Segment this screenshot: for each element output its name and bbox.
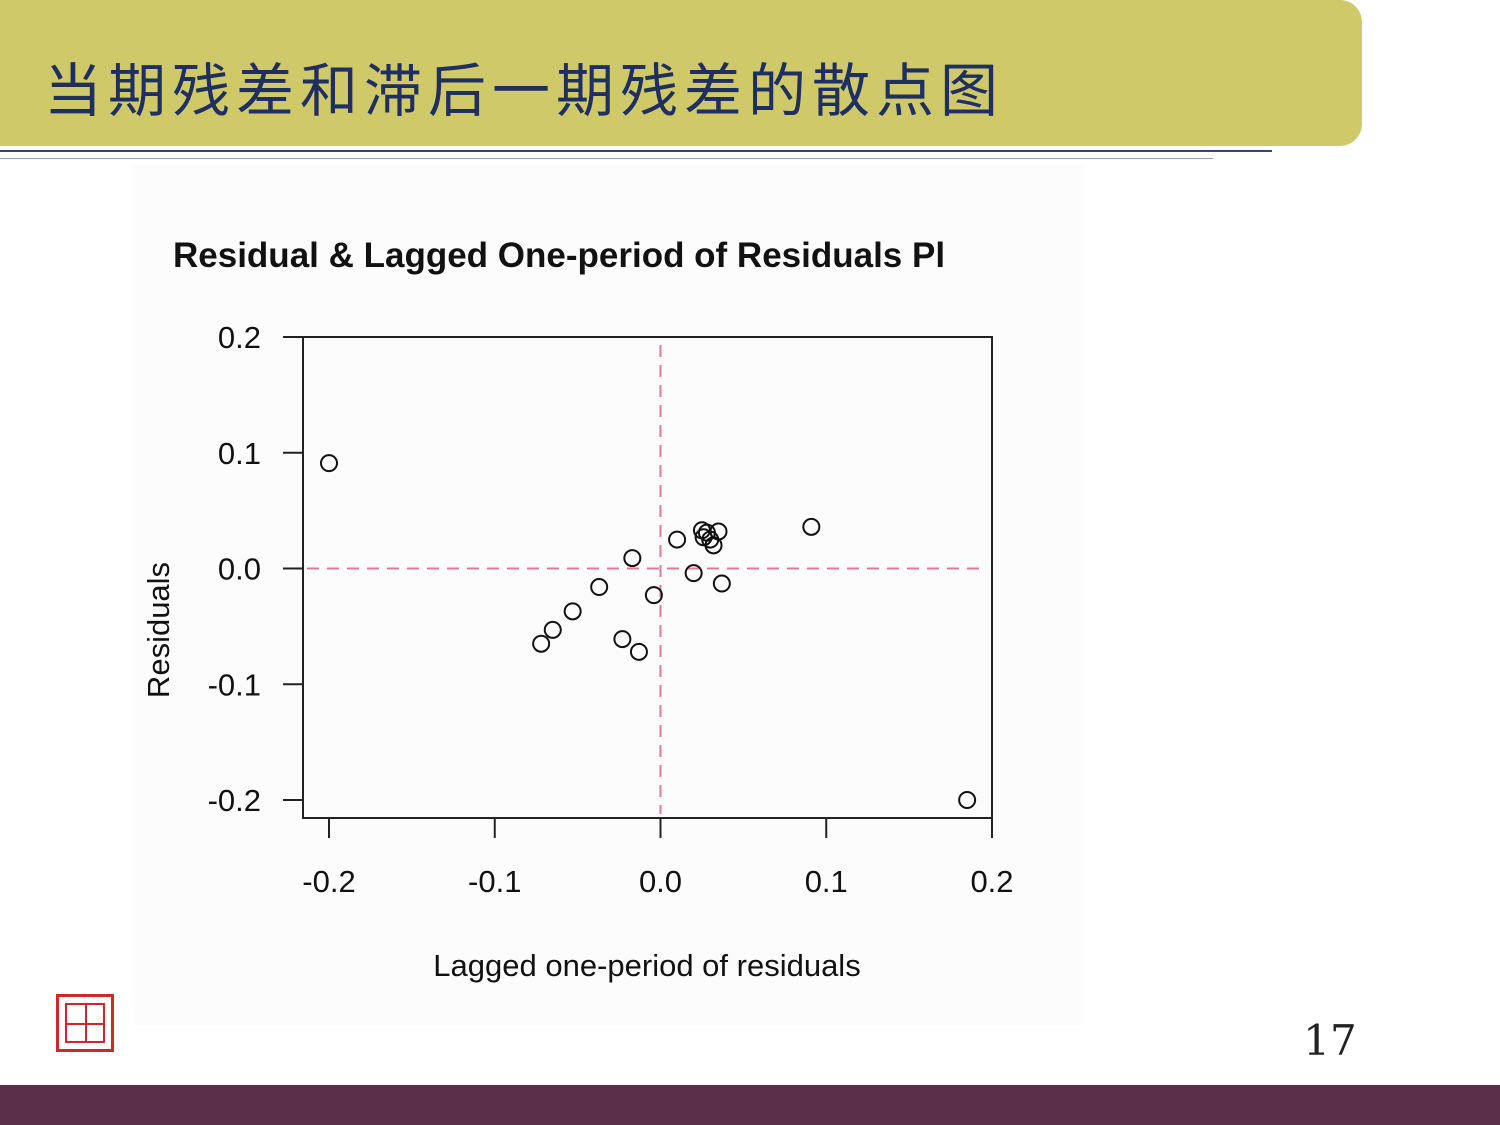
data-point <box>563 602 582 621</box>
data-point <box>543 620 562 639</box>
page-number: 17 <box>1303 1016 1357 1065</box>
data-point <box>668 530 687 549</box>
y-tick-label: -0.2 <box>208 783 261 818</box>
x-tick-label: 0.1 <box>805 864 848 899</box>
chart-area: Residual & Lagged One-period of Residual… <box>133 165 1083 1025</box>
y-tick-label: 0.0 <box>218 552 261 587</box>
y-axis-label: Residuals <box>141 562 176 698</box>
reference-lines <box>307 345 984 814</box>
data-point <box>590 578 609 597</box>
data-point <box>629 642 648 661</box>
x-tick-label: 0.0 <box>639 864 682 899</box>
x-tick-label: 0.2 <box>970 864 1013 899</box>
red-seal-stamp-icon <box>56 994 114 1052</box>
y-tick-label: 0.1 <box>218 436 261 471</box>
data-point <box>613 630 632 649</box>
seal-inner-frame <box>65 1003 105 1043</box>
x-tick-label: -0.2 <box>302 864 355 899</box>
data-point <box>712 574 731 593</box>
data-point <box>958 791 977 809</box>
x-axis-label: Lagged one-period of residuals <box>433 948 860 983</box>
data-point <box>532 634 551 653</box>
data-point <box>709 522 728 541</box>
title-banner: 当期残差和滞后一期残差的散点图 <box>0 0 1362 146</box>
data-point <box>644 586 663 605</box>
y-tick-label: 0.2 <box>218 320 261 355</box>
data-points <box>320 454 977 809</box>
slide-title: 当期残差和滞后一期残差的散点图 <box>44 57 1005 125</box>
x-tick-label: -0.1 <box>468 864 521 899</box>
y-tick-label: -0.1 <box>208 667 261 702</box>
data-point <box>623 549 642 568</box>
chart-title: Residual & Lagged One-period of Residual… <box>173 236 945 275</box>
data-point <box>802 517 821 536</box>
data-point <box>684 564 703 583</box>
title-underline-thin <box>0 158 1213 159</box>
seal-divider-horizontal <box>67 1023 103 1025</box>
data-point <box>320 454 338 473</box>
footer-bar <box>0 1085 1500 1125</box>
scatter-chart: Residual & Lagged One-period of Residual… <box>141 236 1014 983</box>
plot-frame <box>302 336 993 819</box>
y-axis: 0.2 0.1 0.0 -0.1 -0.2 <box>208 320 303 818</box>
title-underline <box>0 150 1272 152</box>
x-axis: -0.2 -0.1 0.0 0.1 0.2 <box>302 818 1014 899</box>
